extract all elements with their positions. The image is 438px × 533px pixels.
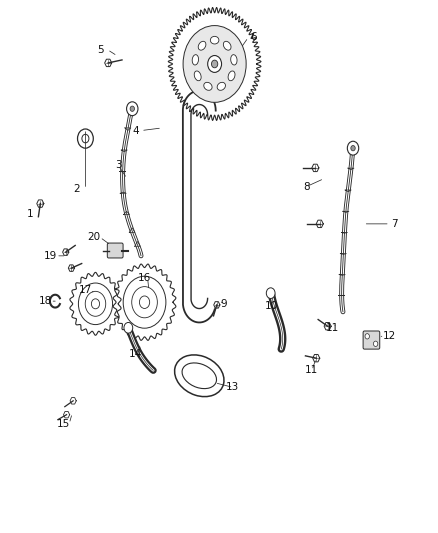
Text: 15: 15 <box>57 419 70 429</box>
Circle shape <box>130 106 134 111</box>
Circle shape <box>127 102 138 116</box>
Circle shape <box>85 292 106 316</box>
Circle shape <box>266 288 275 298</box>
Polygon shape <box>68 265 74 271</box>
Polygon shape <box>312 164 319 172</box>
Polygon shape <box>183 91 215 322</box>
Ellipse shape <box>198 41 206 50</box>
Text: 4: 4 <box>132 126 139 135</box>
Text: 17: 17 <box>79 286 92 295</box>
Polygon shape <box>37 200 44 207</box>
Text: 5: 5 <box>97 45 104 54</box>
Polygon shape <box>313 354 320 362</box>
Polygon shape <box>168 7 261 120</box>
Polygon shape <box>113 264 176 341</box>
Text: 19: 19 <box>44 251 57 261</box>
Ellipse shape <box>217 82 226 90</box>
Polygon shape <box>324 322 331 330</box>
Circle shape <box>183 26 246 102</box>
Ellipse shape <box>194 71 201 80</box>
Ellipse shape <box>192 55 198 65</box>
Text: 11: 11 <box>304 366 318 375</box>
Circle shape <box>365 334 369 339</box>
Polygon shape <box>64 411 70 418</box>
Circle shape <box>78 129 93 148</box>
Text: 3: 3 <box>115 160 122 170</box>
Circle shape <box>92 299 99 309</box>
Text: 13: 13 <box>226 383 239 392</box>
Text: 7: 7 <box>391 219 398 229</box>
Text: 20: 20 <box>88 232 101 242</box>
Circle shape <box>351 146 355 151</box>
Circle shape <box>212 60 218 68</box>
Text: 2: 2 <box>73 184 80 194</box>
Text: 14: 14 <box>129 350 142 359</box>
Circle shape <box>208 55 222 72</box>
Circle shape <box>123 276 166 328</box>
Circle shape <box>124 322 133 333</box>
Polygon shape <box>70 272 121 335</box>
Polygon shape <box>63 249 69 255</box>
Circle shape <box>347 141 359 155</box>
Text: 8: 8 <box>303 182 310 191</box>
Ellipse shape <box>182 363 216 389</box>
Circle shape <box>374 341 378 346</box>
Circle shape <box>139 296 150 309</box>
Text: 18: 18 <box>39 296 52 306</box>
Polygon shape <box>70 398 76 404</box>
Ellipse shape <box>204 82 212 90</box>
Circle shape <box>78 283 113 325</box>
Polygon shape <box>214 302 220 308</box>
Text: 9: 9 <box>220 299 227 309</box>
Text: 6: 6 <box>251 33 258 42</box>
Text: 12: 12 <box>383 331 396 341</box>
Ellipse shape <box>231 55 237 65</box>
Text: 11: 11 <box>326 323 339 333</box>
Ellipse shape <box>223 41 231 50</box>
Text: 16: 16 <box>138 273 151 283</box>
Polygon shape <box>191 104 208 309</box>
Ellipse shape <box>210 36 219 44</box>
FancyBboxPatch shape <box>363 331 380 349</box>
Polygon shape <box>316 220 323 228</box>
Text: 1: 1 <box>26 209 33 219</box>
Circle shape <box>132 287 157 318</box>
Circle shape <box>82 134 89 143</box>
Ellipse shape <box>228 71 235 80</box>
Text: 10: 10 <box>265 302 278 311</box>
FancyBboxPatch shape <box>107 243 123 258</box>
Ellipse shape <box>175 355 224 397</box>
Polygon shape <box>105 59 112 67</box>
